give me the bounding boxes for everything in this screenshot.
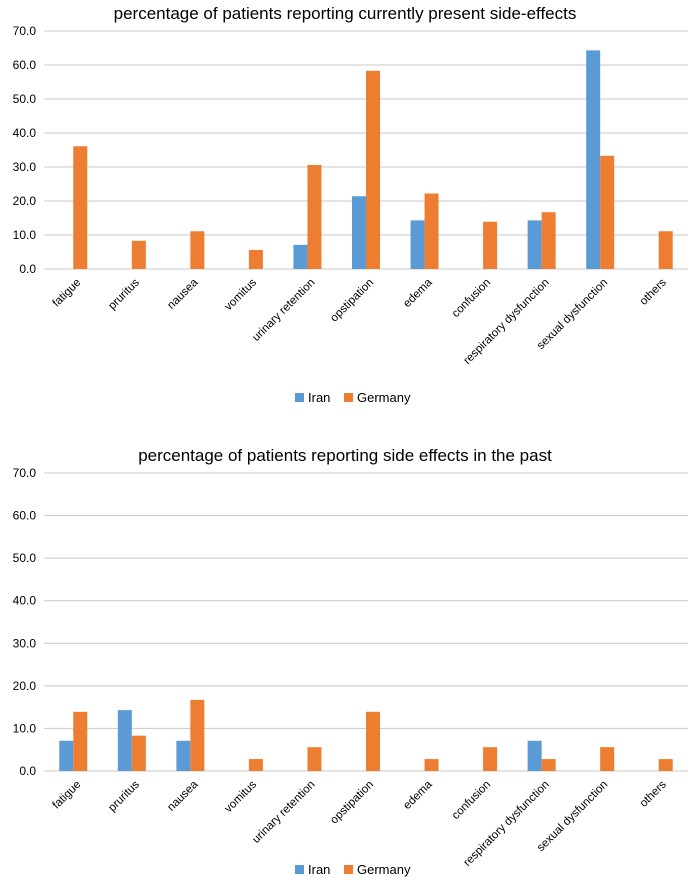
y-tick-label: 0.0 bbox=[19, 262, 36, 276]
legend-label-germany: Germany bbox=[357, 390, 411, 405]
bar-germany-fatigue bbox=[73, 146, 88, 269]
x-tick-label: vomitus bbox=[223, 778, 260, 815]
chart-current-side-effects: percentage of patients reporting current… bbox=[13, 4, 688, 405]
bar-germany-pruritus bbox=[131, 735, 146, 771]
bar-germany-others bbox=[658, 231, 673, 269]
bars bbox=[59, 699, 673, 771]
bar-germany-others bbox=[658, 759, 673, 771]
x-tick-label: fatigue bbox=[50, 277, 83, 310]
bar-germany-vomitus bbox=[248, 759, 263, 771]
bar-iran-respiratory-dysfunction bbox=[527, 220, 542, 269]
bar-germany-confusion bbox=[483, 221, 498, 269]
bar-germany-vomitus bbox=[248, 249, 263, 269]
legend-swatch-iran bbox=[295, 393, 304, 402]
chart-title: percentage of patients reporting current… bbox=[114, 4, 577, 23]
x-tick-label: confusion bbox=[450, 277, 493, 320]
x-tick-label: urinary retention bbox=[250, 779, 317, 846]
y-tick-label: 10.0 bbox=[13, 228, 37, 242]
bar-germany-nausea bbox=[190, 231, 205, 269]
bar-germany-respiratory-dysfunction bbox=[541, 212, 556, 269]
bar-germany-opstipation bbox=[366, 711, 380, 771]
x-tick-label: edema bbox=[401, 778, 435, 812]
bar-germany-edema bbox=[424, 193, 439, 269]
legend-label-germany: Germany bbox=[357, 862, 411, 877]
bar-germany-opstipation bbox=[366, 70, 380, 269]
chart-title: percentage of patients reporting side ef… bbox=[138, 446, 552, 465]
y-tick-label: 20.0 bbox=[13, 679, 37, 693]
y-tick-label: 30.0 bbox=[13, 636, 37, 650]
x-tick-label: opstipation bbox=[328, 277, 376, 325]
legend-swatch-iran bbox=[295, 865, 304, 874]
x-tick-label: pruritus bbox=[106, 276, 142, 312]
chart-past-side-effects: percentage of patients reporting side ef… bbox=[13, 446, 688, 877]
y-tick-label: 20.0 bbox=[13, 194, 37, 208]
legend: Iran Germany bbox=[295, 862, 411, 877]
y-tick-label: 50.0 bbox=[13, 92, 37, 106]
bar-iran-nausea bbox=[176, 740, 191, 771]
x-tick-label: vomitus bbox=[223, 276, 260, 313]
legend-swatch-germany bbox=[344, 865, 353, 874]
bar-germany-respiratory-dysfunction bbox=[541, 759, 556, 771]
bar-germany-sexual-dysfunction bbox=[600, 747, 615, 771]
y-tick-label: 70.0 bbox=[13, 466, 37, 480]
bar-iran-opstipation bbox=[352, 196, 366, 269]
bar-germany-urinary-retention bbox=[307, 164, 322, 269]
bar-germany-nausea bbox=[190, 699, 205, 771]
x-tick-label: others bbox=[638, 276, 669, 307]
y-tick-label: 40.0 bbox=[13, 126, 37, 140]
legend-swatch-germany bbox=[344, 393, 353, 402]
bar-germany-sexual-dysfunction bbox=[600, 155, 615, 269]
x-tick-label: opstipation bbox=[328, 779, 376, 827]
x-tick-label: nausea bbox=[165, 778, 201, 814]
y-axis-ticks: 0.0 10.0 20.0 30.0 40.0 50.0 60.0 70.0 bbox=[13, 466, 37, 778]
y-axis-ticks: 0.0 10.0 20.0 30.0 40.0 50.0 60.0 70.0 bbox=[13, 24, 37, 276]
x-tick-label: urinary retention bbox=[250, 277, 317, 344]
legend: Iran Germany bbox=[295, 390, 411, 405]
gridlines bbox=[44, 472, 688, 772]
bar-germany-fatigue bbox=[73, 711, 88, 771]
y-tick-label: 30.0 bbox=[13, 160, 37, 174]
y-tick-label: 0.0 bbox=[19, 764, 36, 778]
x-tick-label: pruritus bbox=[106, 778, 142, 814]
bar-germany-pruritus bbox=[131, 240, 146, 269]
bar-iran-sexual-dysfunction bbox=[586, 50, 601, 269]
bar-iran-pruritus bbox=[117, 710, 132, 771]
y-tick-label: 60.0 bbox=[13, 509, 37, 523]
x-tick-label: others bbox=[638, 778, 669, 809]
x-tick-label: nausea bbox=[165, 276, 201, 312]
legend-label-iran: Iran bbox=[308, 862, 330, 877]
bar-germany-confusion bbox=[483, 747, 498, 771]
bar-iran-respiratory-dysfunction bbox=[527, 740, 542, 771]
x-tick-label: edema bbox=[401, 276, 435, 310]
y-tick-label: 60.0 bbox=[13, 58, 37, 72]
bar-iran-urinary-retention bbox=[293, 244, 308, 269]
x-tick-label: fatigue bbox=[50, 779, 83, 812]
y-tick-label: 50.0 bbox=[13, 551, 37, 565]
bar-germany-edema bbox=[424, 759, 439, 771]
y-tick-label: 10.0 bbox=[13, 721, 37, 735]
bar-iran-edema bbox=[410, 220, 425, 269]
bar-germany-urinary-retention bbox=[307, 747, 322, 771]
bar-iran-fatigue bbox=[59, 740, 74, 771]
y-tick-label: 40.0 bbox=[13, 594, 37, 608]
y-tick-label: 70.0 bbox=[13, 24, 37, 38]
x-tick-label: confusion bbox=[450, 779, 493, 822]
bars bbox=[73, 50, 673, 269]
legend-label-iran: Iran bbox=[308, 390, 330, 405]
